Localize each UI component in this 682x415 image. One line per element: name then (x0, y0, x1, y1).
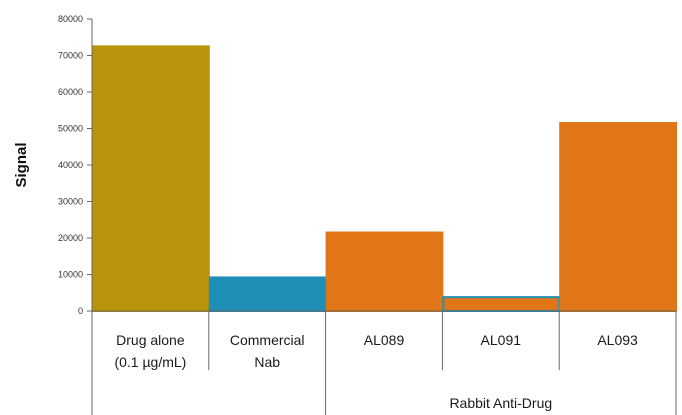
category-label: AL091 (481, 332, 522, 348)
y-tick-label: 30000 (58, 197, 83, 207)
y-tick-label: 10000 (58, 270, 83, 280)
bar (325, 231, 444, 312)
category-label: Drug alone (116, 332, 185, 348)
y-tick-label: 70000 (58, 51, 83, 61)
category-label: Commercial (230, 332, 305, 348)
y-axis-label: Signal (13, 142, 30, 187)
y-tick-label: 60000 (58, 87, 83, 97)
bar (92, 45, 210, 312)
bars (92, 45, 678, 313)
bar (442, 296, 561, 313)
y-tick-label: 80000 (58, 14, 83, 24)
y-tick-label: 50000 (58, 124, 83, 134)
axes (91, 19, 677, 415)
group-label: Rabbit Anti-Drug (449, 395, 552, 411)
bar (559, 122, 678, 313)
category-label: AL089 (364, 332, 405, 348)
category-label: Nab (254, 354, 280, 370)
y-tick-label: 40000 (58, 160, 83, 170)
category-label: (0.1 µg/mL) (114, 354, 186, 370)
category-labels: Drug alone (0.1 µg/mL) Commercial Nab AL089 A… (114, 332, 638, 370)
y-tick-label: 20000 (58, 233, 83, 243)
bar (208, 276, 327, 313)
y-tick-label: 0 (78, 306, 83, 316)
y-axis-ticks: 0 10000 20000 30000 40000 50000 60000 70000 8000… (58, 14, 92, 316)
category-label: AL093 (597, 332, 638, 348)
